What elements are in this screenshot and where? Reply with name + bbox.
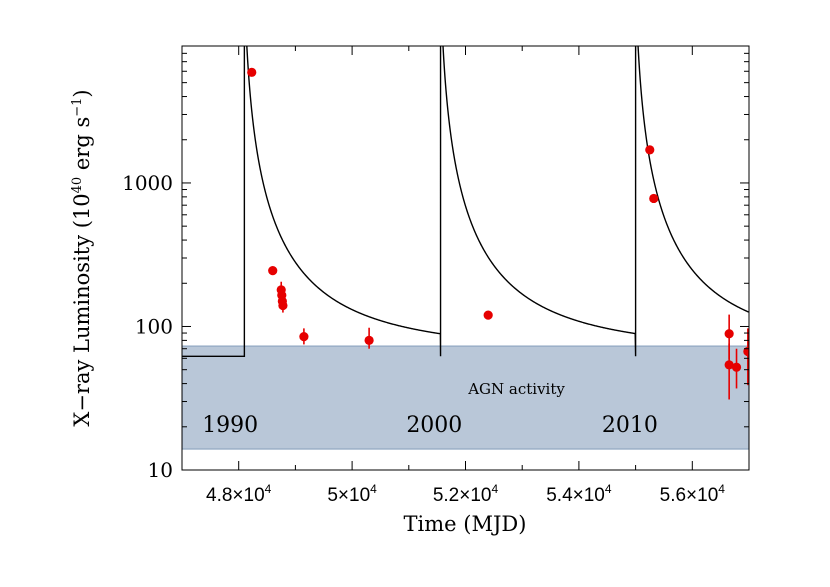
x-tick-mantissa-2: 5.2×10 bbox=[433, 485, 492, 506]
point-marker-0 bbox=[247, 67, 257, 77]
year-label-1: 2000 bbox=[406, 413, 462, 438]
data-point-8 bbox=[483, 310, 493, 320]
x-tick-mantissa-3: 5.4×10 bbox=[546, 485, 605, 506]
data-point-13 bbox=[731, 348, 742, 389]
point-marker-13 bbox=[731, 362, 742, 372]
data-point-10 bbox=[649, 193, 659, 204]
y-axis-label: X−ray Luminosity (1040 erg s−1) bbox=[70, 89, 94, 426]
x-tick-exp-1: 4 bbox=[370, 482, 377, 496]
data-point-5 bbox=[278, 297, 288, 313]
y-axis-label-close: ) bbox=[70, 89, 94, 97]
x-tick-label-0: 4.8×104 bbox=[206, 482, 272, 506]
x-tick-exp-3: 4 bbox=[605, 482, 612, 496]
agn-activity-band bbox=[182, 345, 749, 450]
point-marker-1 bbox=[268, 266, 278, 276]
y-axis-label-main: X−ray Luminosity (10 bbox=[70, 193, 94, 426]
x-tick-mantissa-1: 5×10 bbox=[327, 485, 370, 506]
data-point-6 bbox=[299, 328, 309, 345]
x-tick-label-2: 5.2×104 bbox=[433, 482, 499, 506]
model-curve-layer bbox=[182, 46, 749, 357]
agn-band-layer bbox=[182, 345, 749, 450]
point-marker-7 bbox=[364, 335, 374, 345]
data-point-1 bbox=[268, 266, 278, 276]
year-label-2: 2010 bbox=[602, 413, 658, 438]
x-tick-mantissa-4: 5.6×10 bbox=[660, 485, 719, 506]
point-marker-6 bbox=[299, 332, 309, 342]
year-label-0: 1990 bbox=[202, 413, 258, 438]
y-tick-label-2: 1000 bbox=[122, 171, 173, 195]
data-point-12 bbox=[724, 343, 734, 400]
point-marker-9 bbox=[645, 145, 655, 155]
x-tick-label-1: 5×104 bbox=[327, 482, 377, 506]
point-marker-12 bbox=[724, 360, 734, 370]
point-marker-10 bbox=[649, 193, 659, 204]
y-tick-label-0: 10 bbox=[148, 458, 173, 482]
y-tick-label-1: 100 bbox=[135, 314, 173, 338]
x-tick-mantissa-0: 4.8×10 bbox=[206, 485, 265, 506]
x-axis-label: Time (MJD) bbox=[404, 512, 527, 536]
data-point-0 bbox=[247, 67, 257, 77]
model-curve-line bbox=[182, 46, 749, 357]
x-tick-exp-0: 4 bbox=[265, 482, 272, 496]
axis-ticks-layer bbox=[181, 45, 750, 471]
y-axis-label-exp: 40 bbox=[70, 177, 85, 194]
x-tick-exp-4: 4 bbox=[718, 482, 725, 496]
agn-activity-label: AGN activity bbox=[467, 380, 565, 398]
x-tick-label-4: 5.6×104 bbox=[660, 482, 726, 506]
data-point-7 bbox=[364, 327, 374, 349]
y-axis-label-unit-exp: −1 bbox=[70, 98, 85, 117]
point-marker-11 bbox=[724, 329, 734, 339]
data-point-9 bbox=[645, 145, 655, 155]
data-points-layer bbox=[247, 67, 749, 400]
point-marker-5 bbox=[278, 300, 288, 311]
y-axis-label-unit: erg s bbox=[70, 117, 94, 177]
x-tick-label-3: 5.4×104 bbox=[546, 482, 612, 506]
x-tick-exp-2: 4 bbox=[491, 482, 498, 496]
point-marker-8 bbox=[483, 310, 493, 320]
